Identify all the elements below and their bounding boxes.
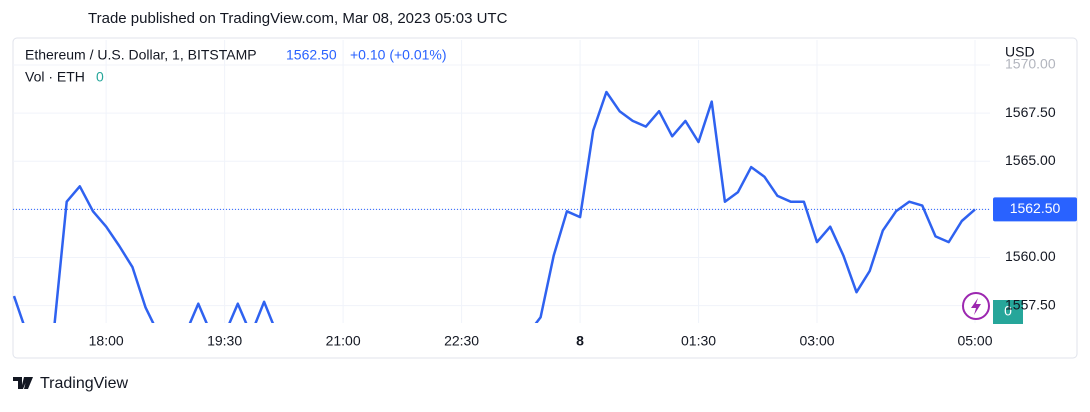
footer: TradingView [40, 375, 128, 392]
volume-value: 0 [96, 69, 104, 85]
volume-label: Vol · ETH [25, 69, 85, 85]
currency: USD [1005, 44, 1035, 60]
symbol: Ethereum / U.S. Dollar, 1, BITSTAMP [25, 47, 257, 63]
legend-change: +0.10 (+0.01%) [350, 47, 447, 63]
chart-frame [12, 37, 1078, 359]
x-tick-label: 19:30 [207, 333, 242, 349]
volume-badge-bg [993, 300, 1023, 324]
logo-mark [13, 377, 33, 389]
y-tick-label: 1565.00 [1005, 152, 1056, 168]
y-tick-label: 1567.50 [1005, 104, 1056, 120]
price-line [13, 90, 976, 323]
logo: TradingView [13, 375, 128, 392]
x-tick-label: 21:00 [326, 333, 361, 349]
x-tick-label: 01:30 [681, 333, 716, 349]
x-tick-label: 18:00 [89, 333, 124, 349]
x-tick-label: 8 [576, 333, 584, 349]
x-tick-label: 22:30 [444, 333, 479, 349]
alert-bolt [971, 298, 981, 315]
last-price-bg [993, 197, 1077, 222]
x-tick-label: 05:00 [957, 333, 992, 349]
header: Trade published on TradingView.com, Mar … [88, 10, 508, 27]
y-tick-label: 1560.00 [1005, 248, 1056, 264]
last-price-label: 1562.50 [1010, 200, 1061, 216]
y-tick-label: 1570.00 [1005, 56, 1056, 72]
plot [13, 90, 990, 323]
volume-badge: 0 [1004, 303, 1012, 319]
legend-price: 1562.50 [286, 47, 337, 63]
x-tick-label: 03:00 [800, 333, 835, 349]
y-tick-label: 1557.50 [1005, 296, 1056, 312]
